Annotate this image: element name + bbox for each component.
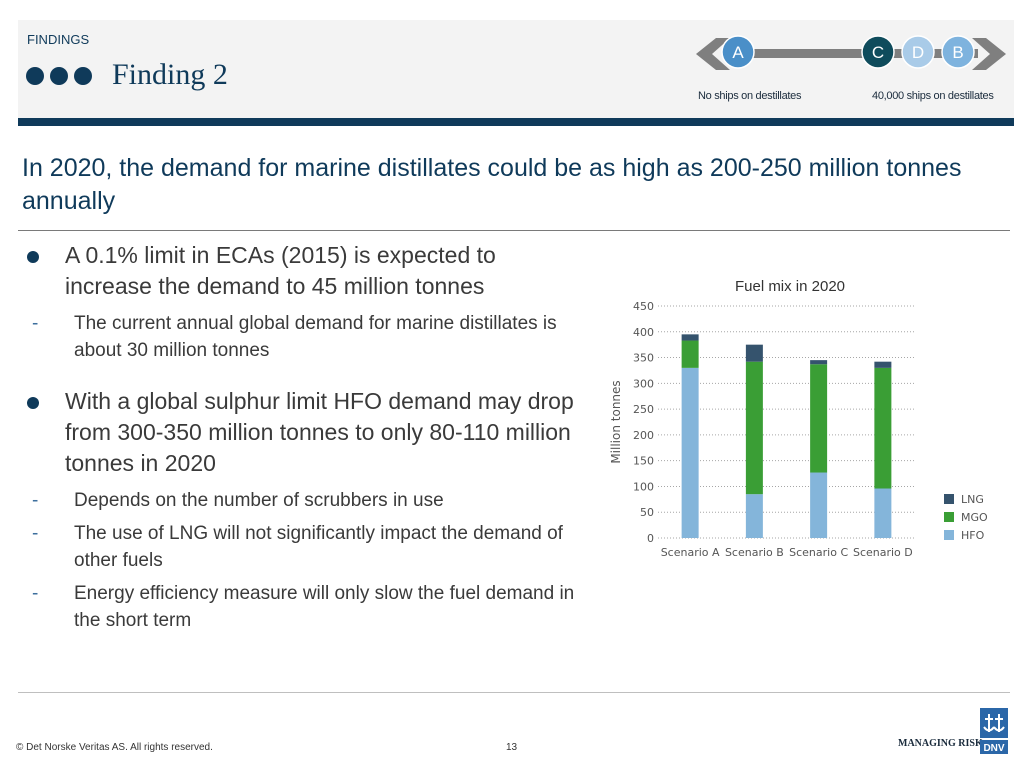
sub-bullet-item: - The current annual global demand for ma… [22, 310, 582, 364]
y-tick-label: 200 [633, 429, 654, 442]
scenario-marker-a [721, 35, 755, 69]
legend-label: LNG [961, 493, 984, 506]
headline: In 2020, the demand for marine distillat… [22, 154, 962, 215]
scenario-marker-c [861, 35, 895, 69]
nav-caption-right: 40,000 ships on destillates [872, 90, 994, 102]
dash-icon: - [32, 583, 39, 604]
progress-dot [50, 67, 68, 85]
sub-bullet-text: The use of LNG will not significantly im… [74, 523, 563, 571]
sub-bullet-item: - Energy efficiency measure will only slo… [22, 580, 582, 634]
sub-bullet-text: Energy efficiency measure will only slow… [74, 583, 575, 631]
x-tick-label: Scenario A [661, 546, 720, 559]
scenario-marker-label: B [952, 43, 963, 62]
sub-bullet-item: - Depends on the number of scrubbers in u… [22, 487, 582, 514]
x-tick-label: Scenario B [725, 546, 784, 559]
bar-hfo [874, 488, 892, 538]
bar-lng [810, 360, 828, 365]
page-title: Finding 2 [112, 58, 228, 91]
x-tick-label: Scenario D [853, 546, 913, 559]
bullet-text: A 0.1% limit in ECAs (2015) is expected … [65, 242, 496, 299]
y-tick-label: 250 [633, 403, 654, 416]
footer-divider [18, 692, 1010, 693]
dash-icon: - [32, 523, 39, 544]
y-tick-label: 0 [647, 532, 654, 545]
findings-list: A 0.1% limit in ECAs (2015) is expected … [22, 240, 582, 640]
bar-mgo [681, 340, 699, 368]
progress-dot [26, 67, 44, 85]
logo-text: DNV [983, 743, 1004, 754]
nav-caption-left: No ships on destillates [698, 90, 802, 102]
copyright-text: © Det Norske Veritas AS. All rights rese… [16, 742, 213, 753]
scenario-marker-label: A [732, 43, 744, 62]
sub-bullet-item: - The use of LNG will not significantly i… [22, 520, 582, 574]
dnv-logo-icon: DNV [980, 708, 1008, 754]
section-label: FINDINGS [27, 32, 90, 47]
bar-lng [874, 361, 892, 368]
y-tick-label: 400 [633, 326, 654, 339]
fuel-mix-chart: 0 50 100 150 200 250 300 350 400 450 Million tonne… [609, 300, 988, 559]
y-tick-label: 300 [633, 377, 654, 390]
y-axis-label: Million tonnes [609, 380, 623, 463]
bar-mgo [745, 361, 763, 495]
right-arrow-icon [972, 38, 1006, 70]
legend-swatch [944, 494, 954, 504]
bar-hfo [810, 472, 828, 538]
scenario-marker-d [901, 35, 935, 69]
sub-bullet-text: Depends on the number of scrubbers in us… [74, 490, 444, 511]
scenario-navigator: A C D B No ships on destillates 40,000 ship… [690, 28, 1010, 108]
y-tick-label: 350 [633, 352, 654, 365]
headline-divider [18, 230, 1010, 231]
dash-icon: - [32, 313, 39, 334]
chart-title: Fuel mix in 2020 [734, 278, 846, 295]
scenario-marker-b [941, 35, 975, 69]
y-tick-label: 100 [633, 480, 654, 493]
legend-label: MGO [961, 511, 988, 524]
progress-dot [74, 67, 92, 85]
bar-hfo [745, 494, 763, 538]
x-tick-label: Scenario C [789, 546, 848, 559]
bullet-text: With a global sulphur limit HFO demand m… [65, 388, 574, 476]
page-number: 13 [506, 742, 518, 753]
dash-icon: - [32, 490, 39, 511]
bar-lng [681, 334, 699, 341]
range-bar [728, 49, 978, 58]
legend-label: HFO [961, 529, 985, 542]
bullet-item: A 0.1% limit in ECAs (2015) is expected … [22, 240, 582, 302]
header-band [18, 20, 1014, 118]
y-tick-label: 150 [633, 455, 654, 468]
left-arrow-icon [696, 38, 730, 70]
bar-mgo [810, 364, 828, 473]
sub-bullet-text: The current annual global demand for mar… [74, 313, 557, 361]
y-tick-label: 450 [633, 300, 654, 313]
scenario-marker-label: D [912, 43, 924, 62]
y-tick-label: 50 [640, 506, 654, 519]
header-rule [18, 118, 1014, 126]
bullet-icon [27, 397, 39, 409]
bar-lng [745, 344, 763, 362]
company-tagline: MANAGING RISK [898, 738, 983, 749]
bullet-icon [27, 251, 39, 263]
bullet-item: With a global sulphur limit HFO demand m… [22, 386, 582, 479]
scenario-marker-label: C [872, 43, 884, 62]
progress-dots-icon [26, 67, 96, 85]
legend-swatch [944, 530, 954, 540]
bar-hfo [681, 367, 699, 538]
legend-swatch [944, 512, 954, 522]
bar-mgo [874, 367, 892, 489]
